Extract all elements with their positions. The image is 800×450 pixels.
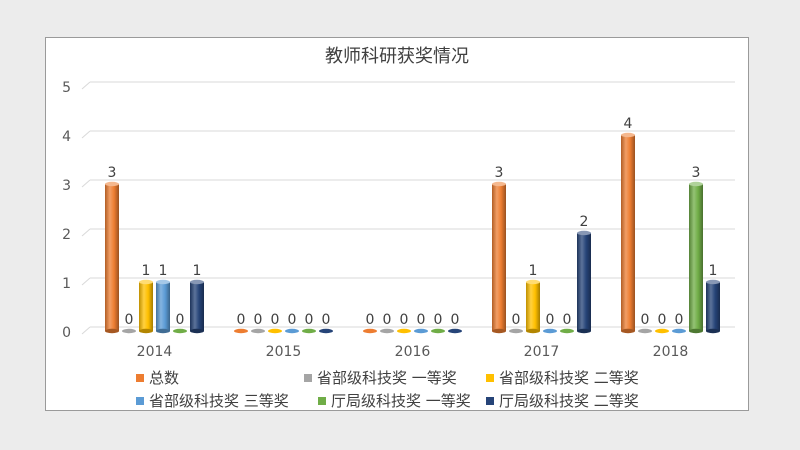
x-tick-label: 2017	[524, 344, 560, 360]
data-label: 1	[159, 263, 168, 279]
legend-label: 厅局级科技奖 二等奖	[499, 392, 639, 410]
data-label: 0	[658, 312, 667, 328]
legend-swatch	[318, 396, 326, 405]
bar	[173, 328, 187, 334]
gridline-depth	[81, 130, 91, 139]
legend-item-1: 省部级科技奖 一等奖	[304, 367, 486, 388]
legend-swatch	[486, 396, 494, 405]
bar	[638, 328, 652, 334]
legend-label: 总数	[149, 369, 180, 387]
bar	[363, 328, 377, 334]
legend-item-2: 省部级科技奖 二等奖	[486, 367, 639, 388]
data-label: 0	[176, 312, 185, 328]
bar	[672, 328, 686, 334]
legend-item-0: 总数	[136, 367, 304, 388]
data-label: 4	[624, 116, 633, 132]
legend-swatch	[136, 396, 144, 405]
data-label: 0	[305, 312, 314, 328]
bar	[302, 328, 316, 334]
chart-title: 教师科研获奖情况	[325, 46, 469, 67]
legend-label: 省部级科技奖 三等奖	[149, 392, 289, 410]
bar	[397, 328, 411, 334]
legend-item-5: 厅局级科技奖 二等奖	[486, 390, 639, 411]
bar	[560, 328, 574, 334]
legend-swatch	[136, 373, 144, 382]
bar	[655, 328, 669, 334]
data-label: 1	[142, 263, 151, 279]
data-label: 0	[451, 312, 460, 328]
x-tick-label: 2015	[266, 344, 302, 360]
data-label: 0	[271, 312, 280, 328]
bar	[105, 181, 119, 334]
gridline-depth	[81, 81, 91, 90]
bar	[431, 328, 445, 334]
gridline-depth	[81, 179, 91, 188]
bar	[234, 328, 248, 334]
data-label: 3	[108, 165, 117, 181]
data-label: 0	[563, 312, 572, 328]
y-tick-label: 3	[62, 178, 71, 194]
gridline-depth	[81, 326, 91, 335]
data-label: 2	[580, 214, 589, 230]
bar	[543, 328, 557, 334]
data-label: 0	[400, 312, 409, 328]
data-label: 3	[692, 165, 701, 181]
data-label: 3	[495, 165, 504, 181]
bar	[621, 132, 635, 334]
bar	[319, 328, 333, 334]
bar	[577, 230, 591, 334]
data-label: 0	[254, 312, 263, 328]
bar	[190, 279, 204, 334]
bar	[492, 181, 506, 334]
x-tick-label: 2014	[137, 344, 173, 360]
data-label: 0	[237, 312, 246, 328]
data-label: 0	[512, 312, 521, 328]
data-label: 1	[709, 263, 718, 279]
legend-swatch	[486, 373, 494, 382]
y-tick-label: 5	[62, 80, 71, 96]
data-label: 1	[529, 263, 538, 279]
y-tick-label: 0	[62, 325, 71, 341]
legend-label: 厅局级科技奖 一等奖	[331, 392, 471, 410]
data-label: 0	[546, 312, 555, 328]
gridline-depth	[81, 228, 91, 237]
bar	[448, 328, 462, 334]
legend-label: 省部级科技奖 二等奖	[499, 369, 639, 387]
data-label: 1	[193, 263, 202, 279]
bar	[526, 279, 540, 334]
data-label: 0	[417, 312, 426, 328]
data-label: 0	[125, 312, 134, 328]
bar	[689, 181, 703, 334]
bar	[285, 328, 299, 334]
bar	[414, 328, 428, 334]
x-tick-label: 2016	[395, 344, 431, 360]
bar	[251, 328, 265, 334]
bar	[139, 279, 153, 334]
bar	[156, 279, 170, 334]
data-label: 0	[641, 312, 650, 328]
data-label: 0	[383, 312, 392, 328]
legend-item-3: 省部级科技奖 三等奖	[136, 390, 318, 411]
data-label: 0	[366, 312, 375, 328]
y-tick-label: 4	[62, 129, 71, 145]
legend-item-4: 厅局级科技奖 一等奖	[318, 390, 486, 411]
data-label: 0	[322, 312, 331, 328]
data-label: 0	[675, 312, 684, 328]
bar	[268, 328, 282, 334]
bar	[380, 328, 394, 334]
legend-swatch	[304, 373, 312, 382]
chart-legend: 总数 省部级科技奖 一等奖 省部级科技奖 二等奖 省部级科技奖 三等奖 厅局级科…	[136, 366, 696, 412]
gridline-depth	[81, 277, 91, 286]
x-tick-label: 2018	[653, 344, 689, 360]
y-tick-label: 2	[62, 227, 71, 243]
bar	[122, 328, 136, 334]
legend-label: 省部级科技奖 一等奖	[317, 369, 457, 387]
bar	[509, 328, 523, 334]
data-label: 0	[288, 312, 297, 328]
data-label: 0	[434, 312, 443, 328]
y-tick-label: 1	[62, 276, 71, 292]
bar	[706, 279, 720, 334]
